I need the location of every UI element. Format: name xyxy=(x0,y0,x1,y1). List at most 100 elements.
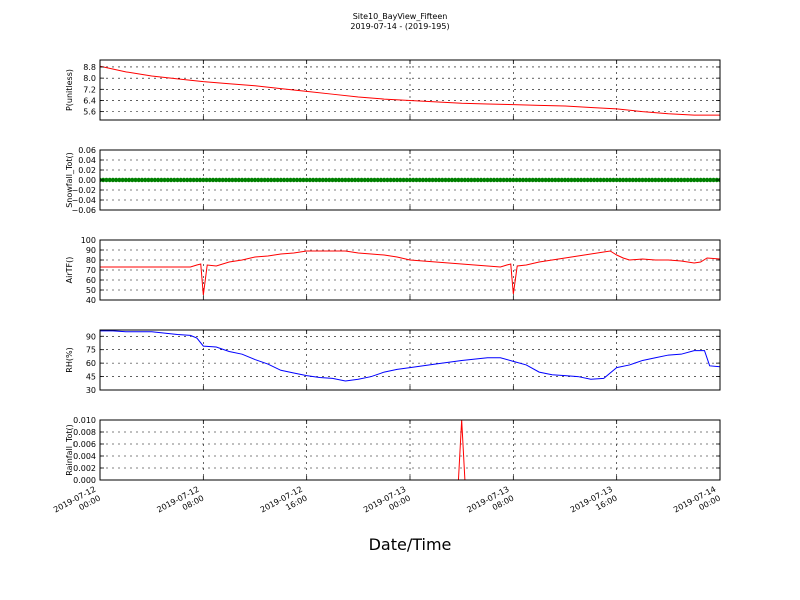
data-point xyxy=(695,177,700,183)
y-tick-label: 0.06 xyxy=(78,146,96,155)
data-point xyxy=(194,177,200,183)
data-point xyxy=(168,177,174,183)
data-point xyxy=(517,177,522,183)
data-point xyxy=(533,177,539,183)
data-point xyxy=(343,177,348,183)
series-line xyxy=(100,65,720,116)
data-point xyxy=(259,177,264,183)
data-point xyxy=(126,177,132,183)
data-point xyxy=(617,177,623,183)
data-point xyxy=(246,177,251,183)
data-point xyxy=(575,177,581,183)
data-point xyxy=(704,177,710,183)
data-point xyxy=(352,177,358,183)
data-point xyxy=(446,177,451,183)
data-point xyxy=(375,177,380,183)
data-point xyxy=(243,177,248,183)
data-point xyxy=(543,177,548,183)
data-point xyxy=(485,177,490,183)
data-point xyxy=(608,177,613,183)
subplot-1: 5.6 6.4 7.2 8.0 8.8 P(unitless) xyxy=(65,59,721,121)
data-point xyxy=(604,177,610,183)
data-point xyxy=(556,177,561,183)
data-point xyxy=(546,177,552,183)
data-point xyxy=(549,177,555,183)
data-point xyxy=(133,177,138,183)
data-point xyxy=(443,177,448,183)
data-point xyxy=(372,177,377,183)
data-point xyxy=(107,177,112,183)
data-point xyxy=(627,177,632,183)
data-point xyxy=(162,177,167,183)
data-point xyxy=(336,177,342,183)
data-point xyxy=(646,177,652,183)
data-point xyxy=(301,177,306,183)
data-point xyxy=(204,177,209,183)
data-point xyxy=(520,177,526,183)
data-point xyxy=(691,177,697,183)
y-tick-label: 0.04 xyxy=(78,156,96,165)
data-point xyxy=(349,177,355,183)
data-point xyxy=(294,177,300,183)
data-point xyxy=(333,177,338,183)
y-tick-label: 30 xyxy=(86,386,96,395)
data-point xyxy=(214,177,219,183)
series-3 xyxy=(100,250,720,296)
data-point xyxy=(113,177,119,183)
data-point xyxy=(414,177,419,183)
data-point xyxy=(620,177,626,183)
data-point xyxy=(582,177,587,183)
data-point xyxy=(572,177,577,183)
y-tick-label: 5.6 xyxy=(83,108,96,117)
data-point xyxy=(239,177,245,183)
data-point xyxy=(210,177,216,183)
data-point xyxy=(666,177,671,183)
data-point xyxy=(491,177,497,183)
data-point xyxy=(688,177,694,183)
y-tick-label: −0.04 xyxy=(71,196,96,205)
data-point xyxy=(304,177,309,183)
data-point xyxy=(201,177,206,183)
data-point xyxy=(339,177,345,183)
data-point xyxy=(184,177,190,183)
data-point xyxy=(407,177,413,183)
data-point xyxy=(285,177,290,183)
data-point xyxy=(423,177,429,183)
y-tick-label: 0.002 xyxy=(73,464,96,473)
data-point xyxy=(230,177,235,183)
data-point xyxy=(404,177,409,183)
y-axis-label: P(unitless) xyxy=(65,69,74,111)
y-tick-label: 6.4 xyxy=(83,96,96,105)
data-point xyxy=(611,177,616,183)
data-point xyxy=(462,177,468,183)
data-point xyxy=(633,177,639,183)
y-tick-label: 0.000 xyxy=(73,476,96,485)
data-point xyxy=(249,177,254,183)
data-point xyxy=(310,177,316,183)
series-line xyxy=(100,330,720,382)
y-tick-label: 80 xyxy=(86,256,96,265)
data-point xyxy=(181,177,187,183)
data-point xyxy=(381,177,387,183)
data-point xyxy=(159,177,164,183)
data-point xyxy=(566,177,571,183)
subplot-2: −0.06−0.04−0.020.000.020.040.06 Snowfall_… xyxy=(65,146,721,215)
data-point xyxy=(307,177,313,183)
data-point xyxy=(226,177,232,183)
y-tick-label: 8.8 xyxy=(83,63,96,72)
y-tick-label: 90 xyxy=(86,332,96,341)
data-point xyxy=(578,177,584,183)
data-point xyxy=(388,177,393,183)
data-point xyxy=(330,177,335,183)
data-point xyxy=(501,177,506,183)
data-point xyxy=(139,177,145,183)
data-point xyxy=(320,177,326,183)
data-point xyxy=(188,177,193,183)
data-point xyxy=(172,177,177,183)
data-point xyxy=(197,177,203,183)
data-point xyxy=(524,177,529,183)
data-point xyxy=(378,177,384,183)
data-point xyxy=(420,177,426,183)
